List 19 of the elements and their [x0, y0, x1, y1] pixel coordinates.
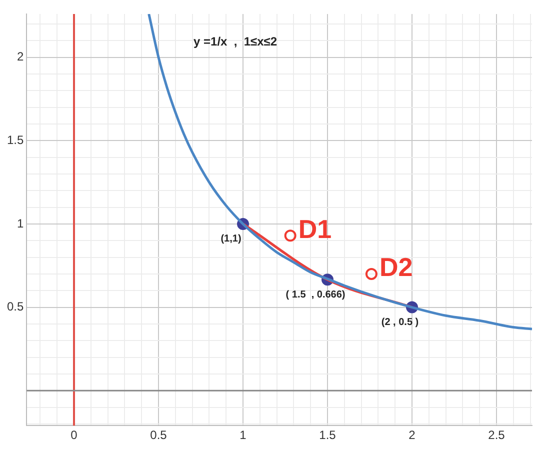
point [284, 230, 296, 242]
x-tick-label: 2 [408, 428, 416, 442]
y-tick-label: 2 [16, 50, 24, 64]
line-series [148, 14, 532, 330]
series-label: D1 [298, 214, 332, 244]
x-tick-label: 0 [70, 428, 78, 442]
y-tick-label: 0.5 [6, 300, 24, 314]
point [365, 268, 378, 280]
series-label: D2 [379, 252, 413, 282]
x-tick-label: 1.5 [319, 428, 336, 442]
annotation: (2 , 0.5 ) [381, 317, 419, 328]
y-tick-label: 1 [16, 216, 24, 230]
annotation: y =1/x , 1≤x≤2 [194, 34, 278, 48]
annotation: (1,1) [220, 234, 242, 245]
x-tick-label: 1 [240, 428, 247, 442]
y-tick-label: 1.5 [6, 132, 24, 147]
annotation: ( 1.5 , 0.666) [286, 289, 346, 300]
x-tick-label: 2.5 [488, 428, 506, 442]
x-tick-label: 0.5 [150, 428, 168, 442]
